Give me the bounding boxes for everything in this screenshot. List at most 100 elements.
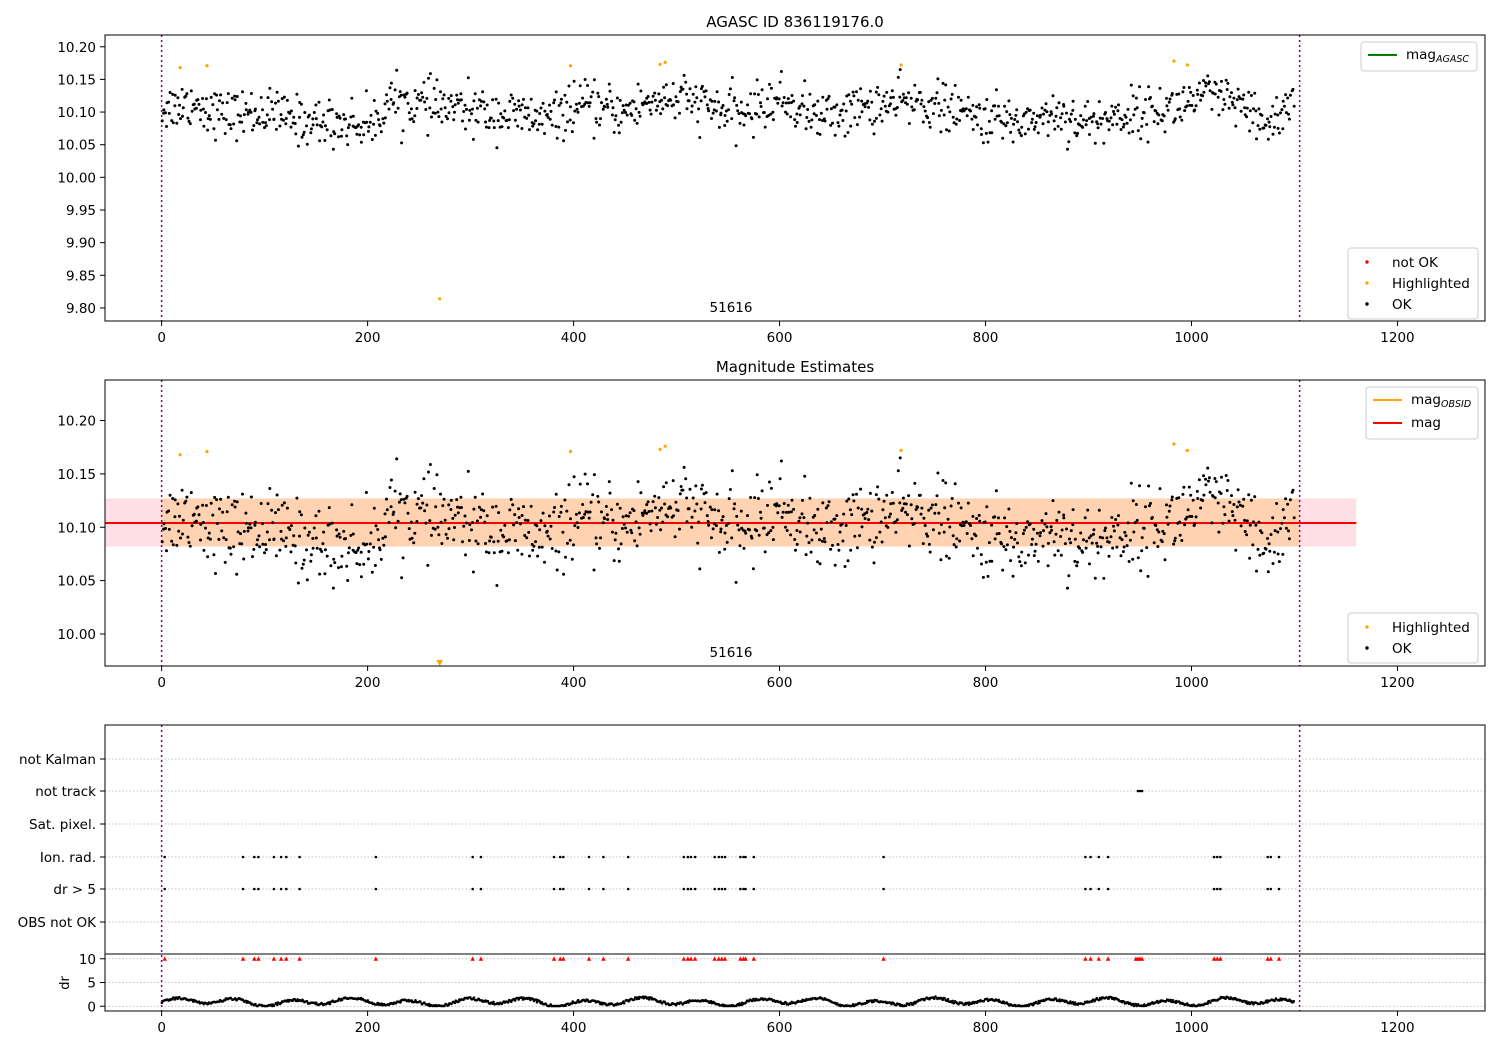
- flag-event: [713, 855, 716, 859]
- ok-point: [860, 99, 864, 103]
- ok-point: [1148, 504, 1151, 508]
- ok-point: [554, 492, 558, 496]
- ok-point: [282, 539, 285, 543]
- ok-point: [422, 477, 426, 481]
- ok-point: [349, 115, 353, 119]
- ok-point: [505, 539, 509, 543]
- ok-point: [1089, 534, 1093, 538]
- ok-point: [211, 103, 215, 107]
- ok-point: [383, 116, 387, 120]
- flag-event: [752, 855, 756, 859]
- ok-point: [814, 114, 818, 117]
- ok-point: [659, 112, 663, 116]
- ok-point: [279, 113, 283, 117]
- ok-point: [382, 121, 386, 125]
- ok-point: [1027, 127, 1030, 131]
- ok-point: [235, 572, 239, 576]
- ok-point: [179, 536, 182, 540]
- ok-point: [588, 510, 592, 514]
- ok-point: [204, 97, 208, 101]
- ok-point: [728, 488, 732, 491]
- dr-point: [1065, 999, 1068, 1003]
- dr-point: [632, 998, 636, 1001]
- ok-point: [502, 535, 506, 539]
- ok-point: [682, 465, 686, 469]
- ok-point: [1045, 110, 1049, 114]
- ok-point: [1267, 542, 1271, 546]
- ok-point: [1054, 114, 1058, 118]
- ok-point: [555, 136, 559, 140]
- ok-point: [1178, 115, 1182, 119]
- ok-point: [863, 517, 867, 520]
- ok-point: [1221, 521, 1225, 525]
- ok-point: [612, 130, 616, 134]
- ok-point: [1045, 525, 1049, 529]
- ok-point: [1009, 536, 1013, 540]
- ok-point: [274, 511, 277, 515]
- ok-point: [808, 92, 812, 96]
- ok-point: [194, 519, 198, 523]
- legend-box: [1347, 247, 1479, 320]
- flag-event: [689, 887, 693, 891]
- ok-point: [688, 87, 692, 91]
- ok-point: [527, 530, 531, 534]
- ok-point: [389, 81, 393, 85]
- ok-point: [321, 120, 325, 124]
- ok-point: [1053, 127, 1057, 131]
- ok-point: [1069, 112, 1073, 116]
- ok-point: [331, 586, 335, 590]
- ok-point: [937, 511, 941, 515]
- ok-point: [204, 504, 208, 507]
- ok-point: [873, 119, 876, 123]
- ok-point: [466, 76, 470, 80]
- ok-point: [807, 119, 811, 123]
- ok-point: [611, 106, 615, 110]
- ok-point: [232, 122, 236, 126]
- ok-point: [357, 123, 361, 127]
- ok-point: [207, 531, 211, 535]
- ok-point: [1065, 111, 1068, 115]
- ok-point: [561, 113, 565, 117]
- ok-point: [618, 506, 622, 510]
- ok-point: [1165, 96, 1168, 100]
- ok-point: [379, 130, 383, 134]
- flag-event: [558, 855, 562, 859]
- ok-point: [870, 509, 874, 513]
- ok-point: [697, 520, 701, 524]
- ok-point: [1213, 92, 1217, 96]
- ok-point: [619, 120, 623, 124]
- ok-point: [1016, 120, 1019, 124]
- ok-point: [866, 507, 870, 511]
- ok-point: [346, 143, 350, 147]
- ok-point: [1046, 120, 1050, 124]
- ok-point: [844, 109, 848, 113]
- ok-point: [819, 527, 823, 531]
- ok-point: [282, 118, 285, 122]
- ok-point: [802, 516, 806, 520]
- ok-point: [617, 547, 620, 551]
- ok-point: [798, 113, 802, 117]
- ok-point: [618, 98, 622, 102]
- ok-point: [167, 527, 171, 531]
- ok-point: [173, 515, 177, 519]
- ok-point: [844, 524, 848, 527]
- ok-point: [994, 489, 998, 493]
- ok-point: [1049, 110, 1053, 114]
- ok-point: [186, 535, 190, 539]
- ok-point: [335, 112, 339, 116]
- dr-clipped-marker: [712, 956, 717, 961]
- ok-point: [373, 133, 377, 137]
- ok-point: [1124, 115, 1128, 119]
- ok-point: [1140, 536, 1144, 540]
- ok-point: [775, 502, 779, 506]
- ok-point: [1013, 118, 1017, 121]
- ok-point: [1097, 100, 1101, 104]
- ok-point: [836, 121, 840, 125]
- ok-point: [706, 520, 710, 523]
- ok-point: [1180, 118, 1184, 122]
- ok-point: [1065, 527, 1068, 531]
- ok-point: [1139, 137, 1143, 141]
- ok-point: [229, 127, 233, 131]
- ok-point: [852, 499, 856, 503]
- ok-point: [1009, 116, 1013, 120]
